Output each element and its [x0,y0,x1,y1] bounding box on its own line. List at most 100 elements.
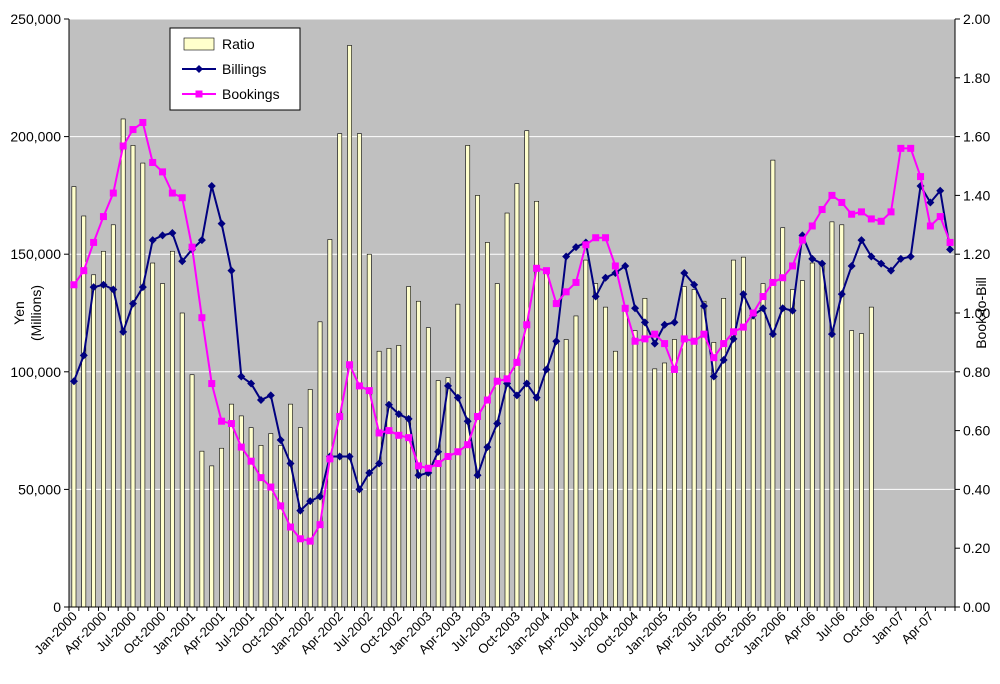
ratio-bar [150,262,156,608]
billings-point [148,236,157,245]
bookings-point [277,502,285,510]
ratio-bar [701,300,707,608]
bookings-point [218,417,226,425]
ratio-bar [455,303,461,608]
ratio-bar [268,433,274,608]
billings-point [709,372,718,381]
billings-point [542,365,551,374]
bookings-point [405,434,413,442]
billings-point [237,372,246,381]
billings-point [375,459,384,468]
ratio-bar [485,242,490,608]
billings-point [699,301,708,310]
bookings-point [316,521,324,529]
ratio-bar [366,253,372,608]
bookings-point [917,173,925,181]
bookings-point [700,330,708,338]
bookings-point [365,387,373,395]
ratio-bar [327,239,333,608]
ratio-bar [563,339,569,608]
billings-point [759,304,768,313]
billings-point [788,306,797,315]
ratio-bar [681,286,687,608]
bookings-point [168,189,176,197]
ratio-bar [662,362,667,608]
bookings-point [602,234,610,242]
billings-point [690,280,699,289]
ratio-bar [189,374,195,608]
bookings-point [798,236,806,244]
billings-point [768,330,777,339]
bookings-series [70,118,954,545]
billings-point [256,396,265,405]
bookings-point [582,241,590,249]
billings-point [522,379,531,388]
billings-point [99,280,108,289]
billings-point [640,318,649,327]
ratio-bar [258,444,264,608]
bookings-point [631,337,639,345]
billings-point [847,261,856,270]
ratio-bar [800,280,805,608]
bookings-point [936,213,944,221]
ratio-bar [859,333,864,608]
ratio-bar [396,345,402,608]
y-tick-label: 50,000 [18,481,61,497]
ratio-bar [199,450,205,608]
bookings-point [749,309,757,317]
billings-point [276,436,285,445]
bookings-point [562,288,570,296]
ratio-bar [691,289,697,608]
bookings-point [759,293,767,301]
billings-point [857,236,866,245]
ratio-bar [494,283,500,608]
bookings-point [267,483,275,491]
ratio-bar [229,403,234,608]
bookings-point [789,262,797,270]
ratio-bar [445,377,451,608]
billings-series [69,181,955,515]
ratio-bar [248,427,254,608]
y-tick-label: 0 [53,599,61,615]
bookings-point [651,330,659,338]
billings-point [207,181,216,190]
billings-point [227,266,236,275]
y2-tick-label: 1.00 [963,305,990,321]
bookings-point [946,238,954,246]
bookings-point [808,222,816,230]
ratio-bar [750,318,756,608]
bookings-point [287,523,294,531]
billings-point [355,485,364,494]
ratio-bar [71,186,77,608]
ratio-bar [504,212,510,608]
billings-point [621,261,630,270]
bookings-point [926,222,934,230]
ratio-bar [337,133,343,608]
billings-point [89,283,98,292]
bookings-point [434,460,442,468]
bookings-point [533,264,541,272]
ratio-bar [91,274,96,608]
bookings-point [474,412,482,420]
y-axis-label: Yen(Millions) [11,285,44,341]
billings-point [512,391,521,400]
billings-point [946,245,955,254]
ratio-bar [386,347,392,608]
ratio-bar [652,368,658,608]
billings-point [453,393,462,402]
ratio-bar [179,312,185,608]
billings-point [266,391,275,400]
bookings-point [444,452,452,460]
ratio-bar [160,283,165,608]
bookings-point [188,243,196,251]
billings-point [128,299,137,308]
ratio-bar [140,162,146,608]
ratio-bar [593,283,599,608]
legend-label-billings: Billings [222,61,266,77]
bookings-point [208,380,216,388]
ratio-bar [622,306,628,608]
bookings-point [149,158,157,166]
bookings-point [670,365,678,373]
ratio-bar [603,306,608,608]
ratio-bar [760,283,766,608]
